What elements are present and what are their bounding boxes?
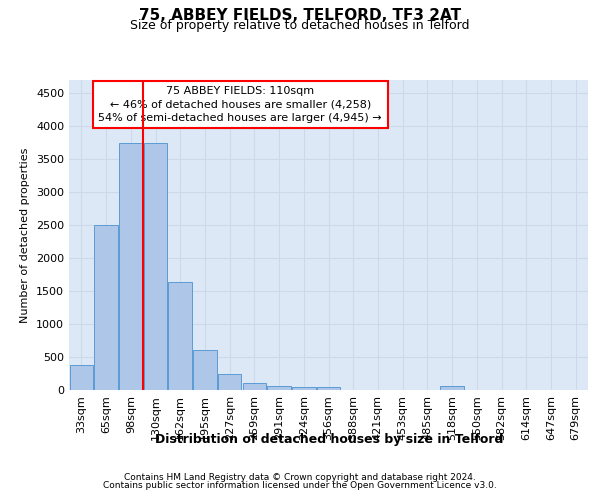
Text: 75, ABBEY FIELDS, TELFORD, TF3 2AT: 75, ABBEY FIELDS, TELFORD, TF3 2AT — [139, 8, 461, 22]
Bar — [218, 374, 241, 390]
Text: Contains public sector information licensed under the Open Government Licence v3: Contains public sector information licen… — [103, 481, 497, 490]
Bar — [242, 384, 266, 390]
Bar — [169, 282, 192, 390]
Bar — [119, 142, 143, 390]
Bar — [144, 142, 167, 390]
Bar — [317, 387, 340, 390]
Y-axis label: Number of detached properties: Number of detached properties — [20, 148, 31, 322]
Bar — [292, 387, 316, 390]
Bar — [94, 225, 118, 390]
Bar — [70, 365, 93, 390]
Text: Contains HM Land Registry data © Crown copyright and database right 2024.: Contains HM Land Registry data © Crown c… — [124, 472, 476, 482]
Bar — [193, 350, 217, 390]
Text: Size of property relative to detached houses in Telford: Size of property relative to detached ho… — [130, 19, 470, 32]
Text: 75 ABBEY FIELDS: 110sqm
← 46% of detached houses are smaller (4,258)
54% of semi: 75 ABBEY FIELDS: 110sqm ← 46% of detache… — [98, 86, 382, 122]
Text: Distribution of detached houses by size in Telford: Distribution of detached houses by size … — [155, 432, 503, 446]
Bar — [268, 386, 291, 390]
Bar — [440, 386, 464, 390]
